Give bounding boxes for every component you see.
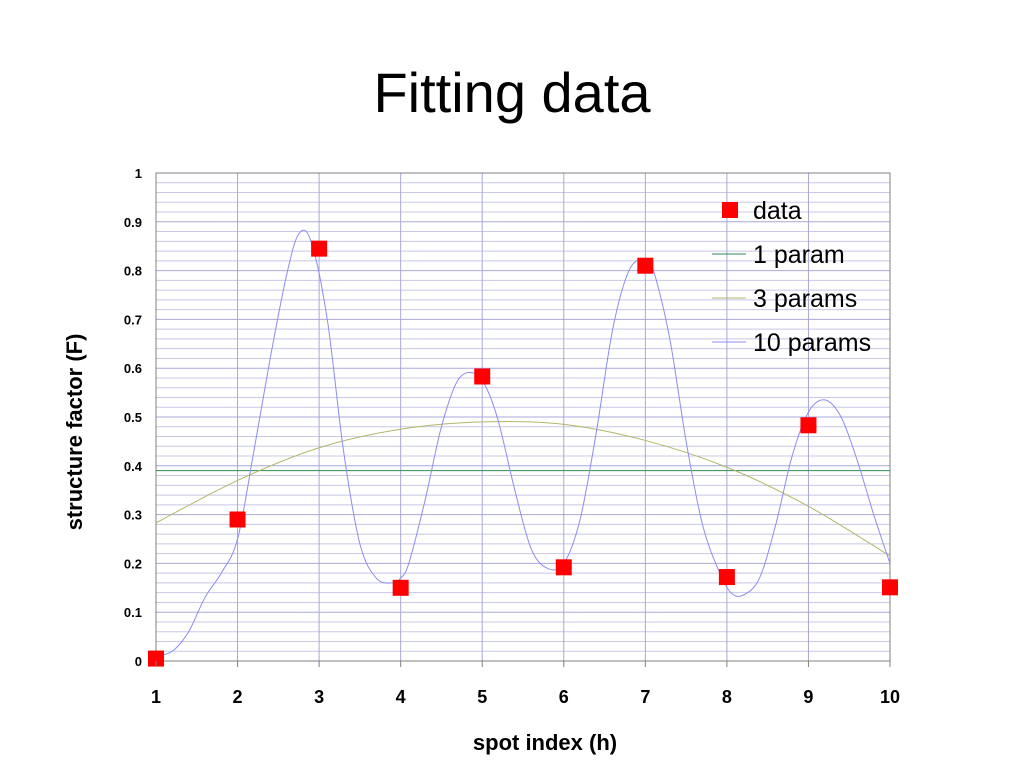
- y-tick-label: 0.2: [124, 556, 142, 571]
- x-tick-label: 1: [151, 687, 161, 707]
- y-tick-label: 0: [135, 654, 142, 669]
- chart-series: [148, 229, 898, 667]
- x-axis-label: spot index (h): [473, 730, 617, 755]
- y-tick-label: 0.3: [124, 508, 142, 523]
- data-point: [637, 257, 654, 274]
- legend-label: 10 params: [753, 329, 871, 357]
- slide-title: Fitting data: [373, 61, 651, 124]
- x-tick-label: 4: [396, 687, 406, 707]
- x-tick-label: 8: [722, 687, 732, 707]
- legend-swatch: [722, 202, 738, 218]
- plot-area-frame: [155, 172, 891, 662]
- data-point: [555, 559, 572, 576]
- y-tick-label: 0.8: [124, 264, 142, 279]
- data-point: [800, 417, 817, 434]
- y-tick-label: 0.7: [124, 312, 142, 327]
- data-point: [718, 569, 735, 586]
- chart-legend: data 1 param 3 params 10 params: [712, 197, 871, 357]
- x-axis-ticks: 1 2 3 4 5 6 7 8 9 10: [151, 661, 900, 707]
- x-tick-label: 2: [233, 687, 243, 707]
- y-axis-ticks: 0 0.1 0.2 0.3 0.4 0.5 0.6 0.7 0.8 0.9 1: [124, 166, 143, 669]
- x-tick-label: 5: [477, 687, 487, 707]
- x-tick-label: 10: [880, 687, 900, 707]
- legend-label: 3 params: [753, 285, 857, 313]
- legend-label: data: [753, 197, 802, 225]
- y-tick-label: 0.4: [124, 459, 143, 474]
- y-tick-label: 1: [135, 166, 142, 181]
- data-point: [392, 579, 409, 596]
- series-line-10-params: [155, 229, 891, 657]
- y-tick-label: 0.6: [124, 361, 142, 376]
- y-axis-label: structure factor (F): [62, 334, 87, 531]
- x-tick-label: 9: [803, 687, 813, 707]
- data-point: [882, 579, 898, 596]
- x-tick-label: 6: [559, 687, 569, 707]
- y-tick-label: 0.1: [124, 605, 142, 620]
- data-point: [311, 240, 328, 257]
- y-tick-label: 0.5: [124, 410, 142, 425]
- data-point: [229, 511, 246, 528]
- chart-grid: [155, 172, 891, 662]
- data-point: [474, 368, 491, 385]
- x-tick-label: 3: [314, 687, 324, 707]
- y-tick-label: 0.9: [124, 215, 142, 230]
- x-tick-label: 7: [640, 687, 650, 707]
- legend-label: 1 param: [753, 241, 845, 269]
- data-point: [148, 650, 164, 667]
- series-line-3-params: [155, 420, 891, 557]
